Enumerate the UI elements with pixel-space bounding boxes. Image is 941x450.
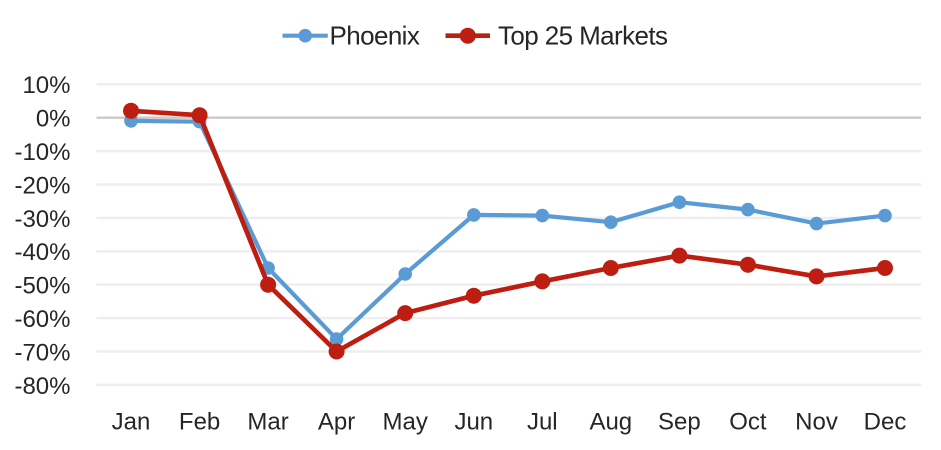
svg-text:May: May (383, 408, 428, 435)
svg-text:-20%: -20% (14, 172, 70, 199)
svg-text:Jun: Jun (454, 408, 493, 435)
svg-text:Jan: Jan (112, 408, 151, 435)
svg-text:Apr: Apr (318, 408, 355, 435)
svg-text:Mar: Mar (247, 408, 288, 435)
svg-text:-10%: -10% (14, 139, 70, 166)
svg-text:-40%: -40% (14, 239, 70, 266)
svg-text:Dec: Dec (864, 408, 907, 435)
svg-text:0%: 0% (36, 106, 71, 133)
svg-text:-50%: -50% (14, 273, 70, 300)
svg-text:Feb: Feb (179, 408, 220, 435)
svg-text:Jul: Jul (527, 408, 558, 435)
svg-text:Nov: Nov (795, 408, 838, 435)
svg-text:-60%: -60% (14, 306, 70, 333)
svg-text:-30%: -30% (14, 206, 70, 233)
svg-text:Aug: Aug (589, 408, 632, 435)
svg-text:-70%: -70% (14, 339, 70, 366)
svg-text:-80%: -80% (14, 373, 70, 400)
svg-text:Oct: Oct (729, 408, 767, 435)
svg-text:Sep: Sep (658, 408, 701, 435)
svg-text:Phoenix: Phoenix (330, 20, 420, 50)
svg-text:Top 25 Markets: Top 25 Markets (498, 20, 668, 50)
svg-text:10%: 10% (22, 72, 70, 99)
